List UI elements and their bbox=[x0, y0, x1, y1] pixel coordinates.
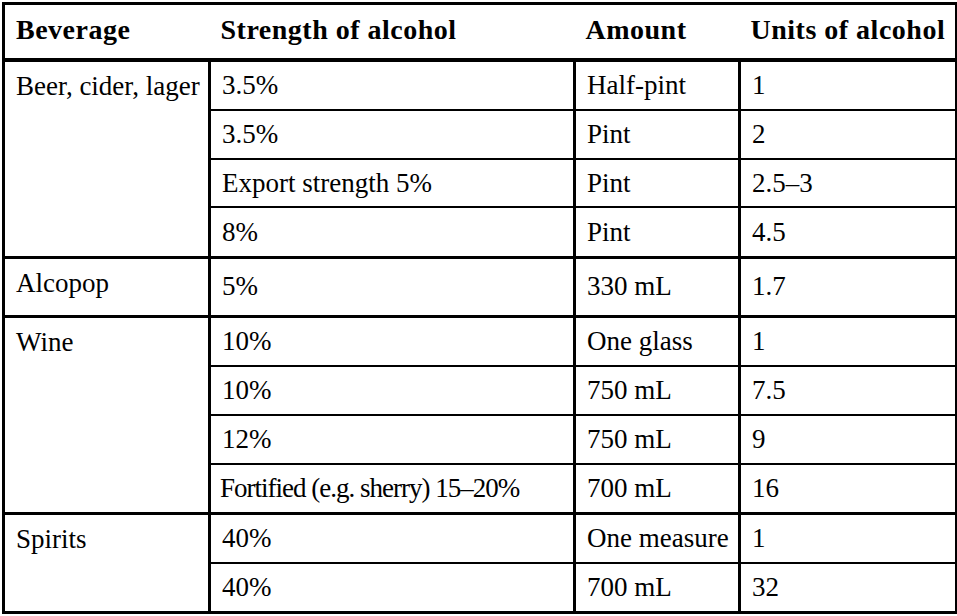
strength-cell: 40% bbox=[210, 513, 575, 563]
strength-cell: 5% bbox=[210, 257, 575, 316]
amount-cell: Pint bbox=[575, 110, 740, 159]
units-cell: 4.5 bbox=[740, 207, 957, 257]
document-page: Beverage Strength of alcohol Amount Unit… bbox=[0, 0, 957, 616]
strength-cell: Export strength 5% bbox=[210, 159, 575, 208]
units-cell: 2 bbox=[740, 110, 957, 159]
column-header-beverage: Beverage bbox=[4, 4, 210, 60]
beverage-group-cell: Beer, cider, lager bbox=[4, 60, 210, 258]
amount-cell: Pint bbox=[575, 159, 740, 208]
units-cell: 32 bbox=[740, 563, 957, 613]
table-row: Wine 10% One glass 1 bbox=[4, 316, 957, 366]
beverage-group-cell: Alcopop bbox=[4, 257, 210, 316]
amount-cell: 750 mL bbox=[575, 415, 740, 464]
table-row: Beer, cider, lager 3.5% Half-pint 1 bbox=[4, 60, 957, 110]
amount-cell: 330 mL bbox=[575, 257, 740, 316]
strength-cell: 40% bbox=[210, 563, 575, 613]
beverage-group-cell: Wine bbox=[4, 316, 210, 513]
amount-cell: 750 mL bbox=[575, 366, 740, 415]
amount-cell: One measure bbox=[575, 513, 740, 563]
table-row: Alcopop 5% 330 mL 1.7 bbox=[4, 257, 957, 316]
amount-cell: 700 mL bbox=[575, 563, 740, 613]
units-cell: 7.5 bbox=[740, 366, 957, 415]
units-cell: 16 bbox=[740, 464, 957, 514]
amount-cell: 700 mL bbox=[575, 464, 740, 514]
amount-cell: One glass bbox=[575, 316, 740, 366]
strength-cell: 3.5% bbox=[210, 60, 575, 110]
strength-cell: 12% bbox=[210, 415, 575, 464]
strength-cell: Fortified (e.g. sherry) 15–20% bbox=[210, 464, 575, 514]
units-cell: 1.7 bbox=[740, 257, 957, 316]
units-cell: 9 bbox=[740, 415, 957, 464]
column-header-amount: Amount bbox=[575, 4, 740, 60]
alcohol-units-table: Beverage Strength of alcohol Amount Unit… bbox=[2, 2, 957, 614]
units-cell: 1 bbox=[740, 513, 957, 563]
column-header-units: Units of alcohol bbox=[740, 4, 957, 60]
header-row: Beverage Strength of alcohol Amount Unit… bbox=[4, 4, 957, 60]
strength-cell: 10% bbox=[210, 316, 575, 366]
strength-cell: 10% bbox=[210, 366, 575, 415]
units-cell: 1 bbox=[740, 60, 957, 110]
beverage-group-cell: Spirits bbox=[4, 513, 210, 612]
units-cell: 1 bbox=[740, 316, 957, 366]
amount-cell: Half-pint bbox=[575, 60, 740, 110]
strength-cell: 3.5% bbox=[210, 110, 575, 159]
table-row: Spirits 40% One measure 1 bbox=[4, 513, 957, 563]
units-cell: 2.5–3 bbox=[740, 159, 957, 208]
strength-cell: 8% bbox=[210, 207, 575, 257]
amount-cell: Pint bbox=[575, 207, 740, 257]
column-header-strength: Strength of alcohol bbox=[210, 4, 575, 60]
